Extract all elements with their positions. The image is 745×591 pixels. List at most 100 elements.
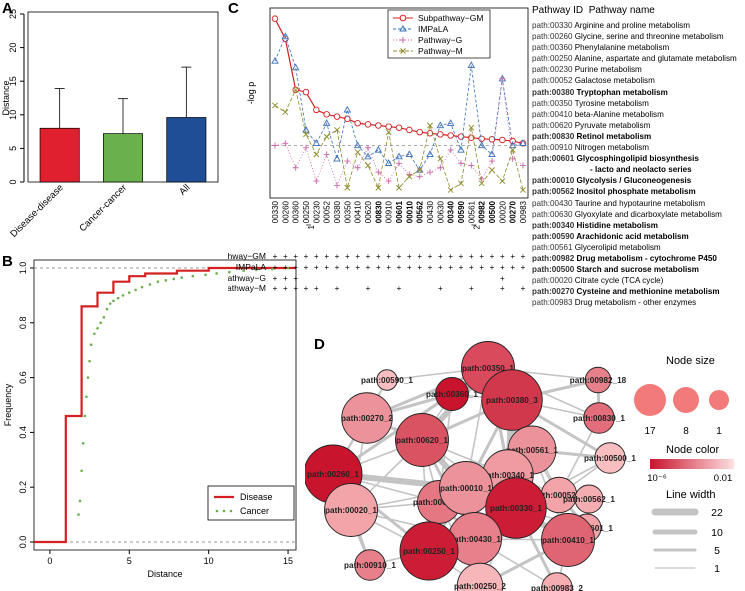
- marker-gm-11: [385, 123, 392, 130]
- marker-gm-10: [375, 122, 382, 129]
- method-mark-1-21: +: [490, 263, 495, 272]
- y-tick-label-3: 0.6: [18, 371, 28, 384]
- cancer-point-24: [172, 277, 176, 281]
- cancer-point-17: [121, 294, 125, 297]
- category-label-00910: 00910: [385, 200, 394, 223]
- y-tick-label-4: 0.8: [18, 317, 28, 330]
- marker-pathway-g-5: [323, 151, 330, 158]
- method-mark-1-2: +: [293, 263, 298, 272]
- legend-line-width-value-3: 1: [714, 563, 720, 575]
- cancer-point-10: [96, 326, 99, 330]
- node-label-9: path:00260_1: [307, 470, 359, 479]
- category-label-00350: 00350: [343, 200, 352, 223]
- pathway-table: Pathway ID Pathway name path:00330 Argin…: [532, 4, 744, 308]
- marker-impala-10: [374, 145, 383, 153]
- method-row-label-3: Pathway−M: [228, 283, 266, 293]
- x-axis-label: Distance: [147, 569, 182, 579]
- category-label-2: All: [177, 182, 192, 197]
- marker-pathway-m-22: [499, 178, 506, 185]
- method-mark-1-24: +: [521, 263, 526, 272]
- marker-impala-20: [477, 141, 486, 149]
- category-label-00983: 00983: [519, 200, 528, 223]
- cancer-point-14: [108, 302, 112, 305]
- marker-pathway-m-13: [406, 173, 413, 180]
- pathway-id: path:00052: [532, 76, 573, 86]
- marker-impala-24: [519, 139, 527, 146]
- method-mark-0-3: +: [304, 252, 309, 261]
- node-label-12: path:00630_2: [413, 498, 465, 507]
- node-label-19: path:00430_1: [449, 535, 501, 544]
- pathway-id: path:00250: [532, 54, 573, 64]
- series-line-2: [274, 78, 524, 187]
- pathway-name: Retinol metabolism: [574, 131, 652, 141]
- category-label-00830: 00830: [374, 200, 383, 223]
- method-mark-0-12: +: [397, 252, 402, 261]
- pathway-id: path:00350: [532, 98, 573, 108]
- marker-pathway-g-22: [499, 75, 506, 82]
- series-line-1: [274, 35, 524, 171]
- cancer-point-16: [116, 296, 120, 300]
- legend-cancer-dot-1: [222, 509, 226, 513]
- marker-pathway-m-19: [468, 124, 475, 131]
- legend-node-size-value-0: 17: [644, 426, 656, 437]
- pathway-row: path:00830 Retinol metabolism: [532, 131, 744, 142]
- legend-line-width-value-1: 10: [711, 527, 723, 539]
- marker-pathway-m-18: [458, 180, 464, 187]
- pathway-row: path:00982 Drug metabolism - cytochrome …: [532, 253, 744, 264]
- method-mark-0-1: +: [283, 252, 288, 261]
- legend-color-low: 10⁻⁶: [647, 473, 667, 484]
- cancer-point-28: [215, 272, 218, 275]
- method-mark-1-5: +: [324, 263, 329, 272]
- network-node-path-00620_1: [395, 413, 449, 467]
- node-label-15: path:00562_1: [563, 495, 615, 504]
- marker-gm-13: [406, 126, 413, 134]
- marker-impala-0: [271, 56, 279, 64]
- legend-marker-2: [400, 37, 406, 43]
- cancer-point-21: [148, 283, 152, 286]
- method-mark-0-14: +: [417, 252, 422, 261]
- cancer-point-11: [99, 321, 102, 325]
- method-mark-0-0: +: [273, 252, 278, 261]
- marker-impala-2: [291, 63, 300, 71]
- network-node-path-00360_1: [435, 377, 469, 411]
- method-mark-1-14: +: [417, 263, 422, 272]
- pathway-id: path:00330: [532, 21, 573, 30]
- network-node-path-00830_1: [583, 402, 615, 434]
- marker-pathway-m-8: [354, 149, 361, 156]
- node-label-23: path:00983_2: [531, 584, 583, 591]
- cancer-point-2: [80, 469, 83, 473]
- legend-marker-3: [400, 48, 406, 54]
- category-label-00410: 00410: [354, 200, 363, 223]
- method-mark-1-4: +: [314, 263, 319, 272]
- marker-pathway-g-24: [520, 162, 526, 169]
- chart-b-frequency: 0.0 0.2 0.4 0.6 0.8 1.0 0 5 10 15 Distance Frequenc…: [3, 259, 297, 579]
- legend-node-size-title: Node size: [666, 355, 715, 367]
- node-label-4: path:00360_1: [426, 390, 478, 399]
- panel-label-a: A: [2, 0, 13, 17]
- method-mark-1-0: +: [273, 263, 278, 272]
- pathway-name: Citrate cycle (TCA cycle): [572, 276, 664, 286]
- pathway-name: Pyruvate metabolism: [572, 120, 651, 130]
- marker-impala-16: [436, 121, 445, 129]
- network-node-path-00410_1: [541, 513, 595, 567]
- category-label-00230: 00230: [312, 200, 321, 223]
- marker-pathway-m-11: [385, 129, 392, 136]
- marker-gm-5: [323, 111, 330, 118]
- cancer-point-20: [140, 285, 144, 289]
- legend-cancer-dot-2: [229, 509, 233, 513]
- method-row-label-2: Pathway−G: [228, 273, 266, 283]
- marker-impala-17: [446, 119, 455, 126]
- marker-impala-23: [508, 141, 517, 149]
- marker-pathway-g-2: [292, 164, 299, 171]
- pathway-name: Histidine metabolism: [574, 220, 658, 230]
- legend-node-size-value-2: 1: [716, 426, 722, 437]
- method-mark-0-19: +: [469, 252, 474, 261]
- pathway-row: - lacto and neolacto series: [532, 164, 744, 175]
- node-label-5: path:00380_3: [486, 396, 538, 405]
- y-tick-label-1: 5: [8, 146, 18, 151]
- method-mark-0-23: +: [510, 252, 515, 261]
- pathway-row: path:00340 Histidine metabolism: [532, 220, 744, 231]
- pathway-name: Arachidonic acid metabolism: [574, 231, 689, 241]
- network-node-path-00983_2: [541, 572, 573, 591]
- cancer-point-18: [127, 291, 131, 294]
